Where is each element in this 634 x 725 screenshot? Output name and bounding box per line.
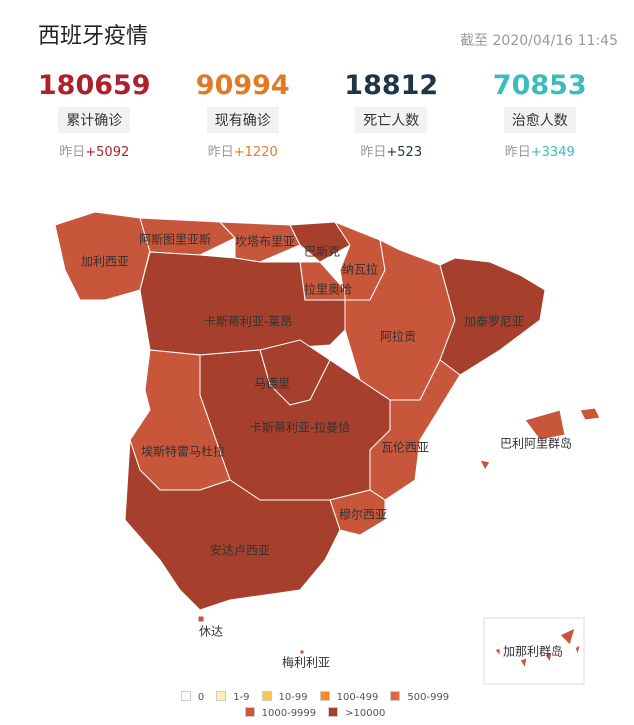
stat-delta-label: 昨日 xyxy=(59,145,86,160)
region-shape xyxy=(494,647,501,658)
legend-item: 10-99 xyxy=(261,691,312,703)
region-label: 拉里奥哈 xyxy=(304,282,352,297)
stat-delta-row: 昨日+3349 xyxy=(466,141,615,160)
stat-card: 18812 死亡人数昨日+523 xyxy=(317,70,466,160)
region-label: 阿斯图里亚斯 xyxy=(139,233,211,247)
legend-label: 1-9 xyxy=(233,692,250,703)
legend-item: 1-9 xyxy=(216,691,253,703)
legend-swatch xyxy=(216,691,227,701)
region-label: 安达卢西亚 xyxy=(210,543,270,558)
legend-item: 1000-9999 xyxy=(244,707,321,719)
legend-label: >10000 xyxy=(345,708,386,719)
region-shape xyxy=(524,409,566,441)
region-shape xyxy=(579,407,601,421)
legend-item: 100-499 xyxy=(319,691,383,703)
region-label: 马德里 xyxy=(254,376,290,391)
legend-swatch xyxy=(180,691,191,701)
stat-delta: +5092 xyxy=(85,145,130,160)
region-shape xyxy=(369,359,461,501)
stat-value: 18812 xyxy=(344,70,439,101)
region-shape xyxy=(574,643,581,657)
stat-label: 累计确诊 xyxy=(58,107,131,133)
region-label: 纳瓦拉 xyxy=(342,262,378,277)
stat-delta: +1220 xyxy=(233,145,278,160)
legend-item: 500-999 xyxy=(390,691,453,703)
legend-label: 1000-9999 xyxy=(261,708,317,719)
stat-delta-label: 昨日 xyxy=(360,145,387,160)
region-label: 坎塔布里亚 xyxy=(235,235,295,249)
region-label: 卡斯蒂利亚-莱昂 xyxy=(204,315,292,329)
region-label: 巴利阿里群岛 xyxy=(500,436,572,451)
stat-delta-row: 昨日+1220 xyxy=(169,141,318,160)
region-shape xyxy=(439,257,546,376)
region-shape xyxy=(479,459,491,472)
stat-delta-row: 昨日+523 xyxy=(317,141,466,160)
region-shape xyxy=(197,615,205,623)
legend-label: 0 xyxy=(197,692,205,703)
stat-card: 70853 治愈人数昨日+3349 xyxy=(466,70,615,160)
legend-swatch xyxy=(390,691,401,701)
region-shape xyxy=(559,627,576,646)
region-shape xyxy=(299,649,305,655)
legend: 0 1-9 10-99 100-499 500-999 1000-9999 >10000 xyxy=(0,690,634,722)
stat-label: 治愈人数 xyxy=(503,107,576,133)
legend-label: 100-499 xyxy=(336,692,379,703)
legend-swatch xyxy=(319,691,330,701)
stat-value: 180659 xyxy=(37,70,151,101)
title: 西班牙疫情 xyxy=(38,24,149,49)
stat-delta-label: 昨日 xyxy=(207,145,234,160)
region-label: 加泰罗尼亚 xyxy=(464,315,524,329)
stat-delta-row: 昨日+5092 xyxy=(20,141,169,160)
stat-delta: +3349 xyxy=(530,145,575,160)
stat-card: 90994 现有确诊昨日+1220 xyxy=(169,70,318,160)
region-label: 瓦伦西亚 xyxy=(381,440,429,455)
region-shape xyxy=(544,651,553,664)
legend-item: 0 xyxy=(180,691,208,703)
stat-delta: +523 xyxy=(386,145,423,160)
region-label: 穆尔西亚 xyxy=(339,507,387,522)
legend-swatch xyxy=(244,707,255,717)
legend-label: 500-999 xyxy=(407,692,450,703)
region-label: 阿拉贡 xyxy=(380,329,416,344)
stat-value: 90994 xyxy=(195,70,290,101)
timestamp: 截至 2020/04/16 11:45 xyxy=(460,33,618,49)
region-label: 卡斯蒂利亚-拉曼恰 xyxy=(250,420,350,435)
region-label: 埃斯特雷马杜拉 xyxy=(141,444,225,459)
stat-delta-label: 昨日 xyxy=(504,145,531,160)
legend-item: >10000 xyxy=(328,707,389,719)
region-shape xyxy=(139,217,236,256)
legend-label: 10-99 xyxy=(278,692,308,703)
region-label: 休达 xyxy=(199,625,223,639)
region-shape xyxy=(519,657,528,670)
stat-value: 70853 xyxy=(492,70,587,101)
stats: 180659 累计确诊 昨日+5092 90994 现有确诊 昨日+1220 18812 死亡… xyxy=(20,70,614,160)
region-shape xyxy=(124,439,341,611)
region-label: 巴斯克 xyxy=(304,245,340,259)
region-shape xyxy=(289,221,351,263)
legend-swatch xyxy=(261,691,272,701)
legend-swatch xyxy=(328,707,339,717)
inset-frame xyxy=(483,617,585,685)
stat-card: 180659 累计确诊昨日+5092 xyxy=(20,70,169,160)
stat-label: 死亡人数 xyxy=(355,107,428,133)
stat-label: 现有确诊 xyxy=(206,107,279,133)
region-label: 梅利利亚 xyxy=(282,655,330,670)
region-label: 加利西亚 xyxy=(81,255,129,269)
region-label: 加那利群岛 xyxy=(503,644,563,659)
